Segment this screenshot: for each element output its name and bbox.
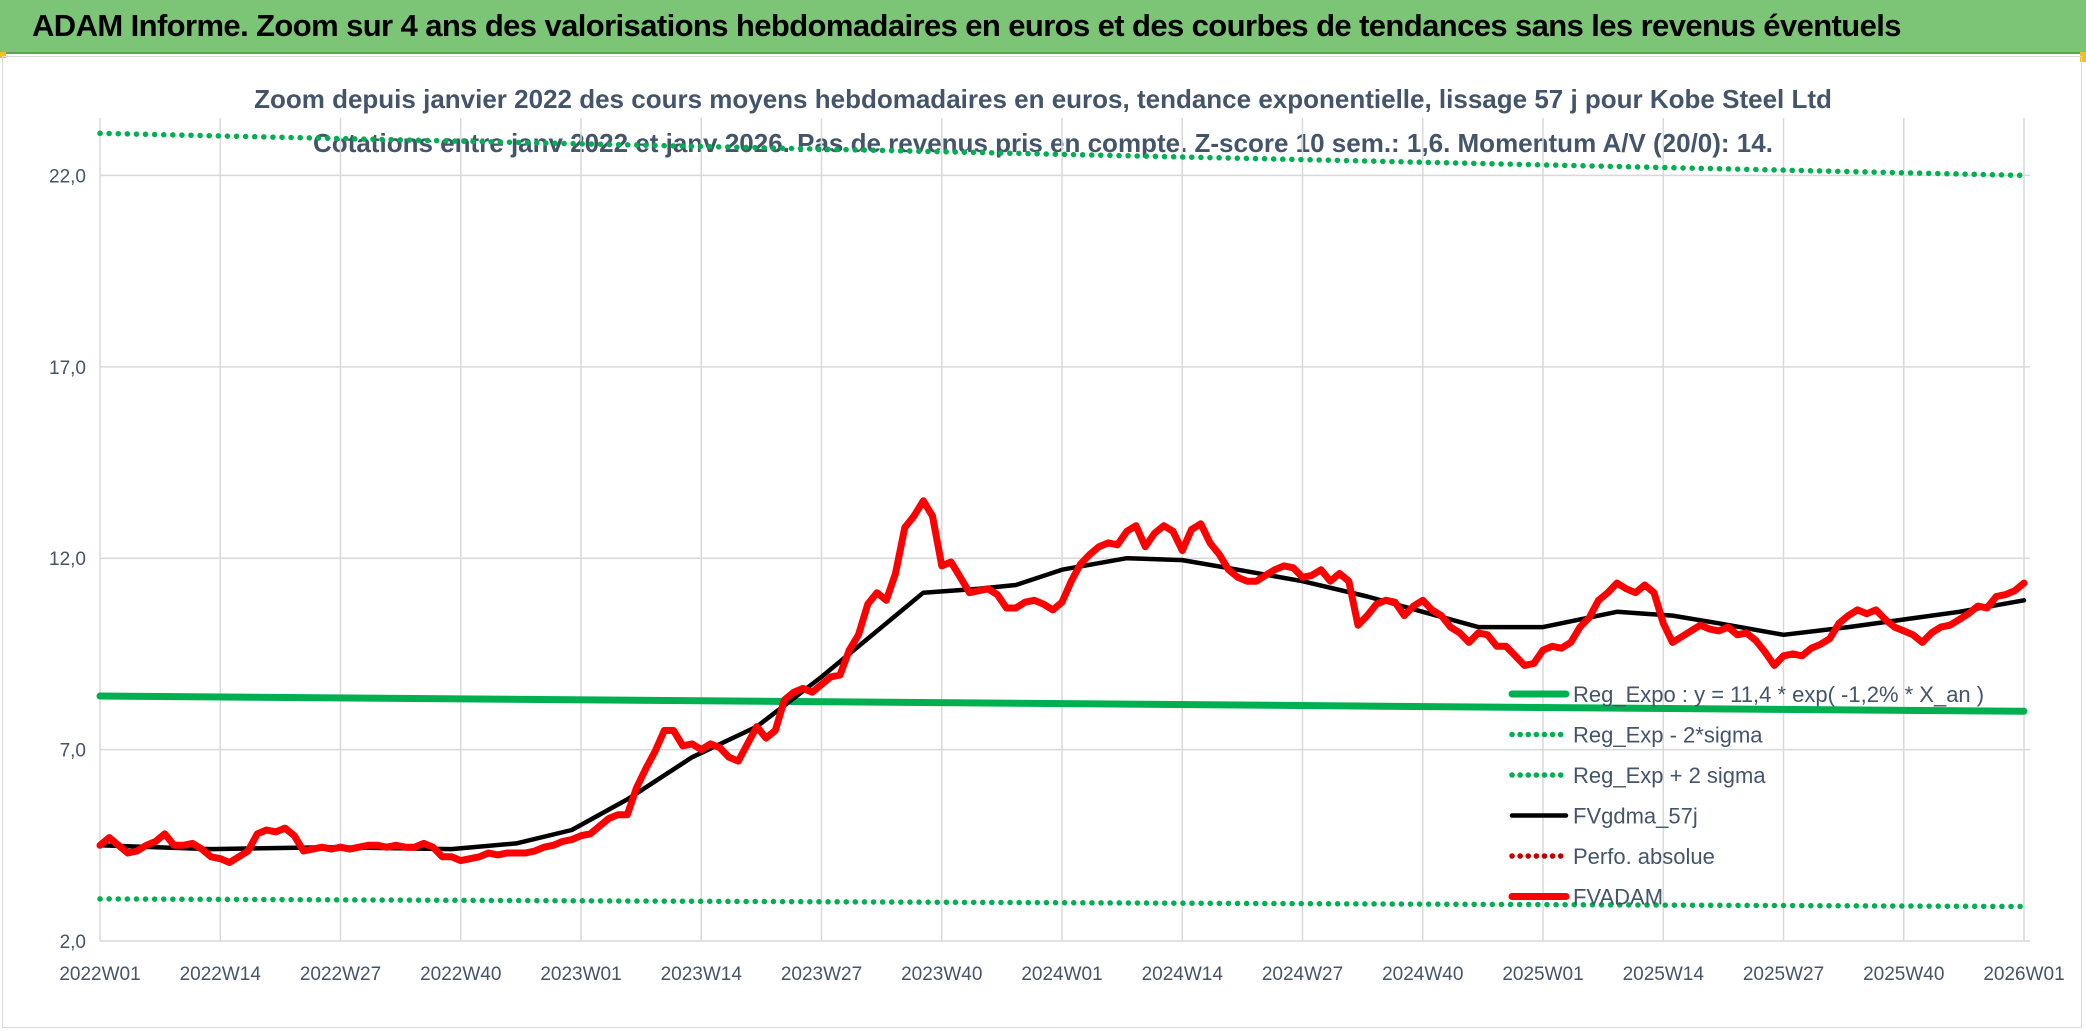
x-tick-label-13: 2025W14 — [1623, 964, 1705, 985]
x-tick-label-7: 2023W40 — [901, 964, 982, 985]
y-tick-label-1: 7,0 — [60, 741, 86, 762]
series-line-1 — [97, 896, 2027, 910]
legend-label-1: Reg_Exp - 2*sigma — [1573, 723, 1763, 748]
x-tick-label-12: 2025W01 — [1502, 964, 1583, 985]
x-tick-label-4: 2023W01 — [540, 964, 621, 985]
y-tick-label-3: 17,0 — [49, 358, 86, 379]
legend-label-5: FVADAM — [1573, 885, 1663, 910]
x-tick-label-3: 2022W40 — [420, 964, 501, 985]
x-tick-label-0: 2022W01 — [59, 964, 140, 985]
x-tick-label-15: 2025W40 — [1863, 964, 1944, 985]
x-tick-label-10: 2024W27 — [1262, 964, 1343, 985]
series-line-2 — [97, 130, 2027, 179]
chart-frame — [2, 56, 2082, 1028]
y-tick-label-0: 2,0 — [60, 932, 86, 953]
report-banner: ADAM Informe. Zoom sur 4 ans des valoris… — [0, 0, 2086, 54]
series-line-3 — [97, 555, 2027, 852]
series-line-0 — [96, 692, 2028, 715]
x-axis-ticks: 2022W01 2022W14 2022W27 2022W40 2023W01 2023W… — [59, 964, 2064, 985]
gridlines — [99, 118, 2030, 942]
legend-label-0: Reg_Expo : y = 11,4 * exp( -1,2% * X_an … — [1573, 682, 1984, 707]
title-backdrop — [365, 150, 1720, 172]
x-tick-label-5: 2023W14 — [661, 964, 743, 985]
legend-label-4: Perfo. absolue — [1573, 844, 1715, 869]
y-axis-ticks: 2,0 7,0 12,0 17,0 22,0 — [49, 166, 86, 953]
x-tick-label-8: 2024W01 — [1021, 964, 1102, 985]
y-tick-label-4: 22,0 — [49, 166, 86, 187]
series-line-5 — [96, 497, 2028, 866]
corner-mark-left — [0, 52, 6, 58]
x-tick-label-11: 2024W40 — [1382, 964, 1463, 985]
y-tick-label-2: 12,0 — [49, 549, 86, 570]
chart-subtitle: Cotations entre janv 2022 et janv 2026. … — [313, 128, 1773, 158]
legend-label-3: FVgdma_57j — [1573, 804, 1698, 829]
series-group — [96, 130, 2028, 910]
x-tick-label-14: 2025W27 — [1743, 964, 1824, 985]
chart-title: Zoom depuis janvier 2022 des cours moyen… — [254, 84, 1832, 114]
corner-mark-right — [2080, 52, 2086, 62]
x-tick-label-9: 2024W14 — [1142, 964, 1224, 985]
x-tick-label-2: 2022W27 — [300, 964, 381, 985]
x-tick-label-6: 2023W27 — [781, 964, 862, 985]
legend-label-2: Reg_Exp + 2 sigma — [1573, 763, 1766, 788]
x-tick-label-1: 2022W14 — [180, 964, 262, 985]
legend: Reg_Expo : y = 11,4 * exp( -1,2% * X_an … — [1508, 682, 1984, 910]
banner-title: ADAM Informe. Zoom sur 4 ans des valoris… — [32, 8, 1902, 43]
x-tick-label-16: 2026W01 — [1983, 964, 2064, 985]
